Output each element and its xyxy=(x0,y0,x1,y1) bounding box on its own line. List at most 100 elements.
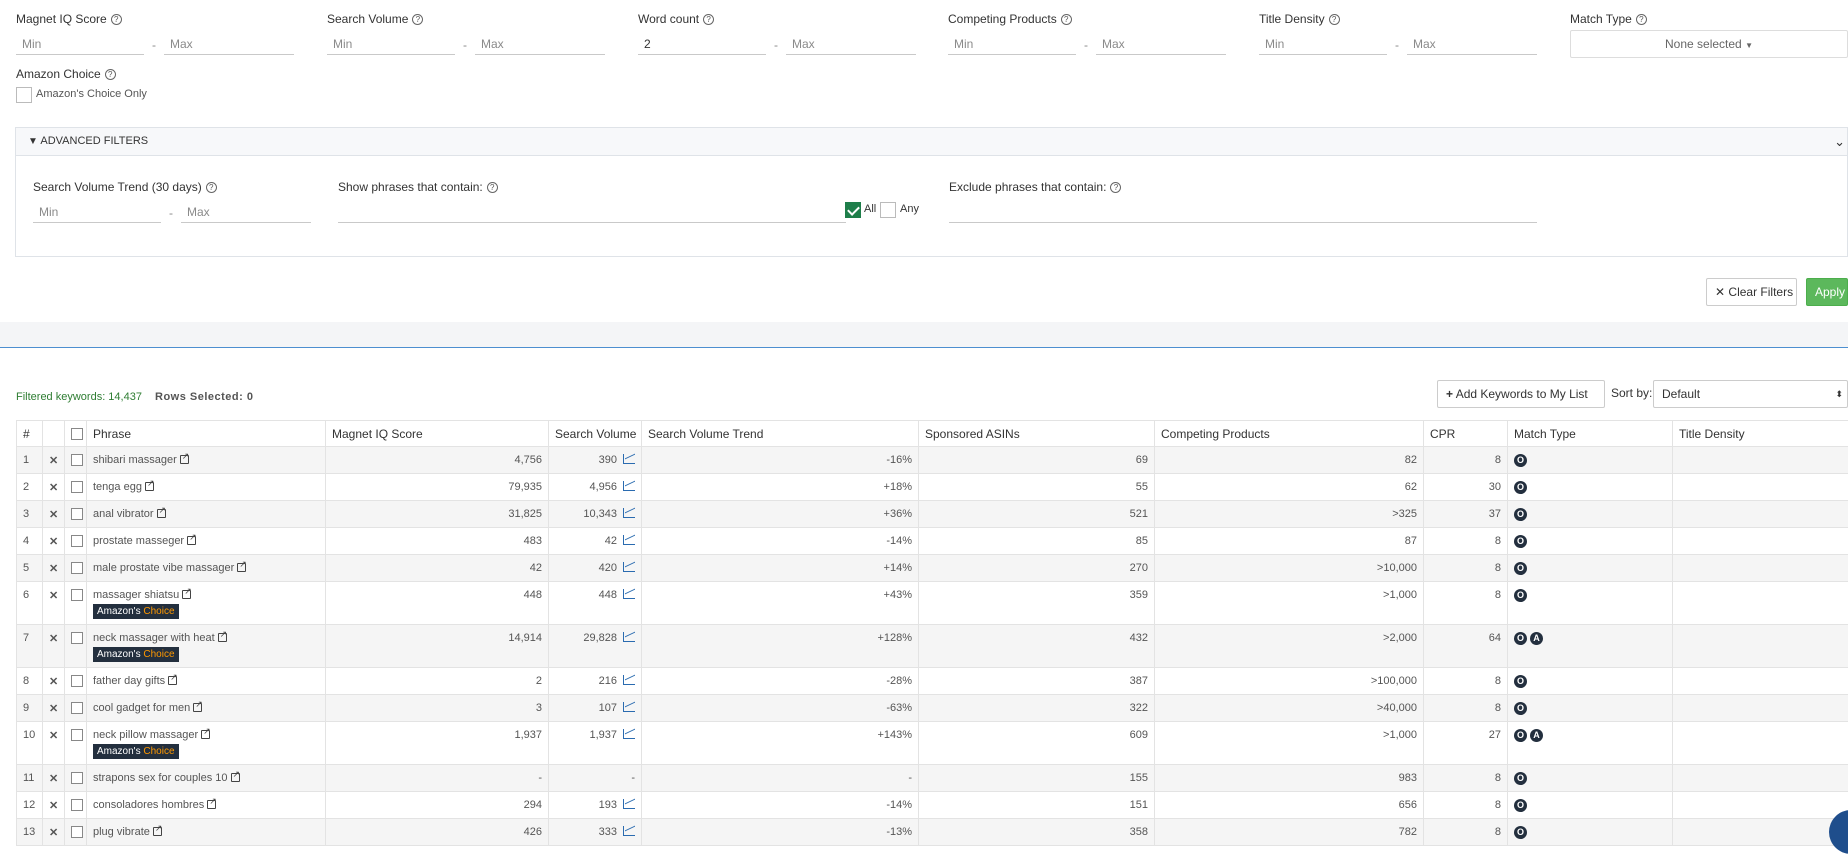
phrase-link[interactable]: massager shiatsu xyxy=(93,589,179,601)
phrase-link[interactable]: male prostate vibe massager xyxy=(93,562,234,574)
remove-row-icon[interactable]: ✕ xyxy=(43,765,65,792)
col-header-phrase[interactable]: Phrase xyxy=(87,421,326,447)
title-density-max-input[interactable] xyxy=(1407,33,1537,55)
external-link-icon[interactable] xyxy=(182,590,191,599)
phrase-link[interactable]: cool gadget for men xyxy=(93,702,190,714)
title-density-min-input[interactable] xyxy=(1259,33,1387,55)
help-icon[interactable]: ? xyxy=(412,14,423,25)
help-icon[interactable]: ? xyxy=(703,14,714,25)
trend-chart-icon[interactable] xyxy=(623,535,635,545)
col-header-title-density[interactable]: Title Density xyxy=(1673,421,1848,447)
phrase-link[interactable]: plug vibrate xyxy=(93,826,150,838)
row-checkbox[interactable] xyxy=(71,508,83,520)
row-checkbox[interactable] xyxy=(71,454,83,466)
col-header-cpr[interactable]: CPR xyxy=(1424,421,1508,447)
external-link-icon[interactable] xyxy=(193,703,202,712)
external-link-icon[interactable] xyxy=(153,827,162,836)
col-header-sponsored-asins[interactable]: Sponsored ASINs xyxy=(919,421,1155,447)
remove-row-icon[interactable]: ✕ xyxy=(43,501,65,528)
all-checkbox[interactable] xyxy=(845,202,861,218)
col-header-index[interactable]: # xyxy=(17,421,43,447)
trend-chart-icon[interactable] xyxy=(623,826,635,836)
exclude-phrases-input[interactable] xyxy=(949,201,1537,223)
row-checkbox[interactable] xyxy=(71,729,83,741)
competing-products-max-input[interactable] xyxy=(1096,33,1226,55)
remove-row-icon[interactable]: ✕ xyxy=(43,447,65,474)
magnet-iq-max-input[interactable] xyxy=(164,33,294,55)
search-volume-min-input[interactable] xyxy=(327,33,455,55)
row-checkbox[interactable] xyxy=(71,799,83,811)
row-checkbox[interactable] xyxy=(71,772,83,784)
phrase-link[interactable]: neck massager with heat xyxy=(93,632,215,644)
trend-min-input[interactable] xyxy=(33,201,161,223)
external-link-icon[interactable] xyxy=(180,455,189,464)
external-link-icon[interactable] xyxy=(201,730,210,739)
word-count-max-input[interactable] xyxy=(786,33,916,55)
col-header-competing-products[interactable]: Competing Products xyxy=(1155,421,1424,447)
sort-by-select[interactable]: Default⬍ xyxy=(1653,380,1848,408)
col-header-magnet-iq[interactable]: Magnet IQ Score xyxy=(326,421,549,447)
help-icon[interactable]: ? xyxy=(1061,14,1072,25)
help-icon[interactable]: ? xyxy=(1329,14,1340,25)
competing-products-min-input[interactable] xyxy=(948,33,1076,55)
remove-row-icon[interactable]: ✕ xyxy=(43,474,65,501)
row-checkbox[interactable] xyxy=(71,535,83,547)
magnet-iq-min-input[interactable] xyxy=(16,33,144,55)
external-link-icon[interactable] xyxy=(168,676,177,685)
trend-chart-icon[interactable] xyxy=(623,675,635,685)
phrase-link[interactable]: anal vibrator xyxy=(93,508,154,520)
select-all-checkbox[interactable] xyxy=(71,428,83,440)
external-link-icon[interactable] xyxy=(237,563,246,572)
search-volume-max-input[interactable] xyxy=(475,33,605,55)
remove-row-icon[interactable]: ✕ xyxy=(43,695,65,722)
external-link-icon[interactable] xyxy=(187,536,196,545)
apply-button[interactable]: Apply xyxy=(1806,278,1848,306)
external-link-icon[interactable] xyxy=(157,509,166,518)
row-checkbox[interactable] xyxy=(71,702,83,714)
external-link-icon[interactable] xyxy=(218,633,227,642)
remove-row-icon[interactable]: ✕ xyxy=(43,625,65,668)
help-icon[interactable]: ? xyxy=(487,182,498,193)
trend-chart-icon[interactable] xyxy=(623,562,635,572)
phrase-link[interactable]: father day gifts xyxy=(93,675,165,687)
row-checkbox[interactable] xyxy=(71,675,83,687)
chevron-down-icon[interactable]: ⌄ xyxy=(1834,128,1845,155)
amazon-choice-checkbox[interactable] xyxy=(16,87,32,103)
trend-chart-icon[interactable] xyxy=(623,729,635,739)
show-phrases-input[interactable] xyxy=(338,201,846,223)
advanced-filters-header[interactable]: ▼ ADVANCED FILTERS ⌄ xyxy=(16,128,1847,156)
clear-filters-button[interactable]: ✕ Clear Filters xyxy=(1706,278,1797,306)
remove-row-icon[interactable]: ✕ xyxy=(43,792,65,819)
external-link-icon[interactable] xyxy=(231,773,240,782)
trend-chart-icon[interactable] xyxy=(623,481,635,491)
row-checkbox[interactable] xyxy=(71,826,83,838)
row-checkbox[interactable] xyxy=(71,632,83,644)
external-link-icon[interactable] xyxy=(145,482,154,491)
phrase-link[interactable]: consoladores hombres xyxy=(93,799,204,811)
remove-row-icon[interactable]: ✕ xyxy=(43,819,65,846)
trend-chart-icon[interactable] xyxy=(623,702,635,712)
remove-row-icon[interactable]: ✕ xyxy=(43,528,65,555)
trend-chart-icon[interactable] xyxy=(623,799,635,809)
phrase-link[interactable]: prostate masseger xyxy=(93,535,184,547)
help-icon[interactable]: ? xyxy=(105,69,116,80)
help-icon[interactable]: ? xyxy=(206,182,217,193)
remove-row-icon[interactable]: ✕ xyxy=(43,668,65,695)
help-icon[interactable]: ? xyxy=(111,14,122,25)
phrase-link[interactable]: neck pillow massager xyxy=(93,729,198,741)
remove-row-icon[interactable]: ✕ xyxy=(43,722,65,765)
trend-chart-icon[interactable] xyxy=(623,632,635,642)
word-count-min-input[interactable] xyxy=(638,33,766,55)
remove-row-icon[interactable]: ✕ xyxy=(43,582,65,625)
col-header-select[interactable] xyxy=(65,421,87,447)
phrase-link[interactable]: tenga egg xyxy=(93,481,142,493)
row-checkbox[interactable] xyxy=(71,589,83,601)
phrase-link[interactable]: shibari massager xyxy=(93,454,177,466)
col-header-search-volume[interactable]: Search Volume xyxy=(549,421,642,447)
trend-chart-icon[interactable] xyxy=(623,589,635,599)
match-type-select[interactable]: None selected ▼ xyxy=(1570,30,1848,58)
row-checkbox[interactable] xyxy=(71,562,83,574)
add-keywords-button[interactable]: + Add Keywords to My List xyxy=(1437,380,1605,408)
row-checkbox[interactable] xyxy=(71,481,83,493)
col-header-trend[interactable]: Search Volume Trend xyxy=(642,421,919,447)
